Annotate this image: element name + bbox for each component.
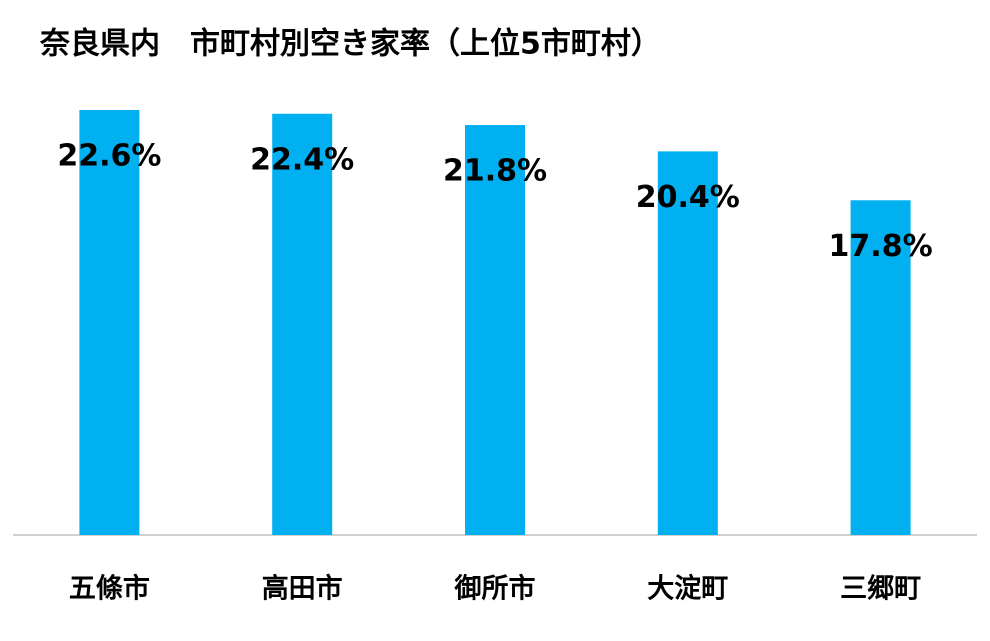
- value-label: 22.6%: [57, 139, 161, 174]
- value-label: 21.8%: [443, 154, 547, 189]
- bar: [79, 110, 140, 535]
- x-tick-label: 高田市: [262, 573, 343, 605]
- chart-title: 奈良県内 市町村別空き家率（上位5市町村）: [39, 27, 661, 62]
- value-label: 17.8%: [829, 229, 933, 264]
- bar: [465, 125, 525, 535]
- x-tick-label: 御所市: [454, 573, 536, 605]
- bar: [657, 151, 718, 535]
- value-label: 22.4%: [250, 142, 354, 177]
- x-tick-label: 大淀町: [647, 573, 728, 605]
- x-tick-label: 五條市: [69, 573, 150, 605]
- bar: [272, 113, 333, 536]
- value-label: 20.4%: [636, 180, 740, 215]
- x-tick-label: 三郷町: [840, 574, 921, 605]
- bar: [850, 200, 911, 535]
